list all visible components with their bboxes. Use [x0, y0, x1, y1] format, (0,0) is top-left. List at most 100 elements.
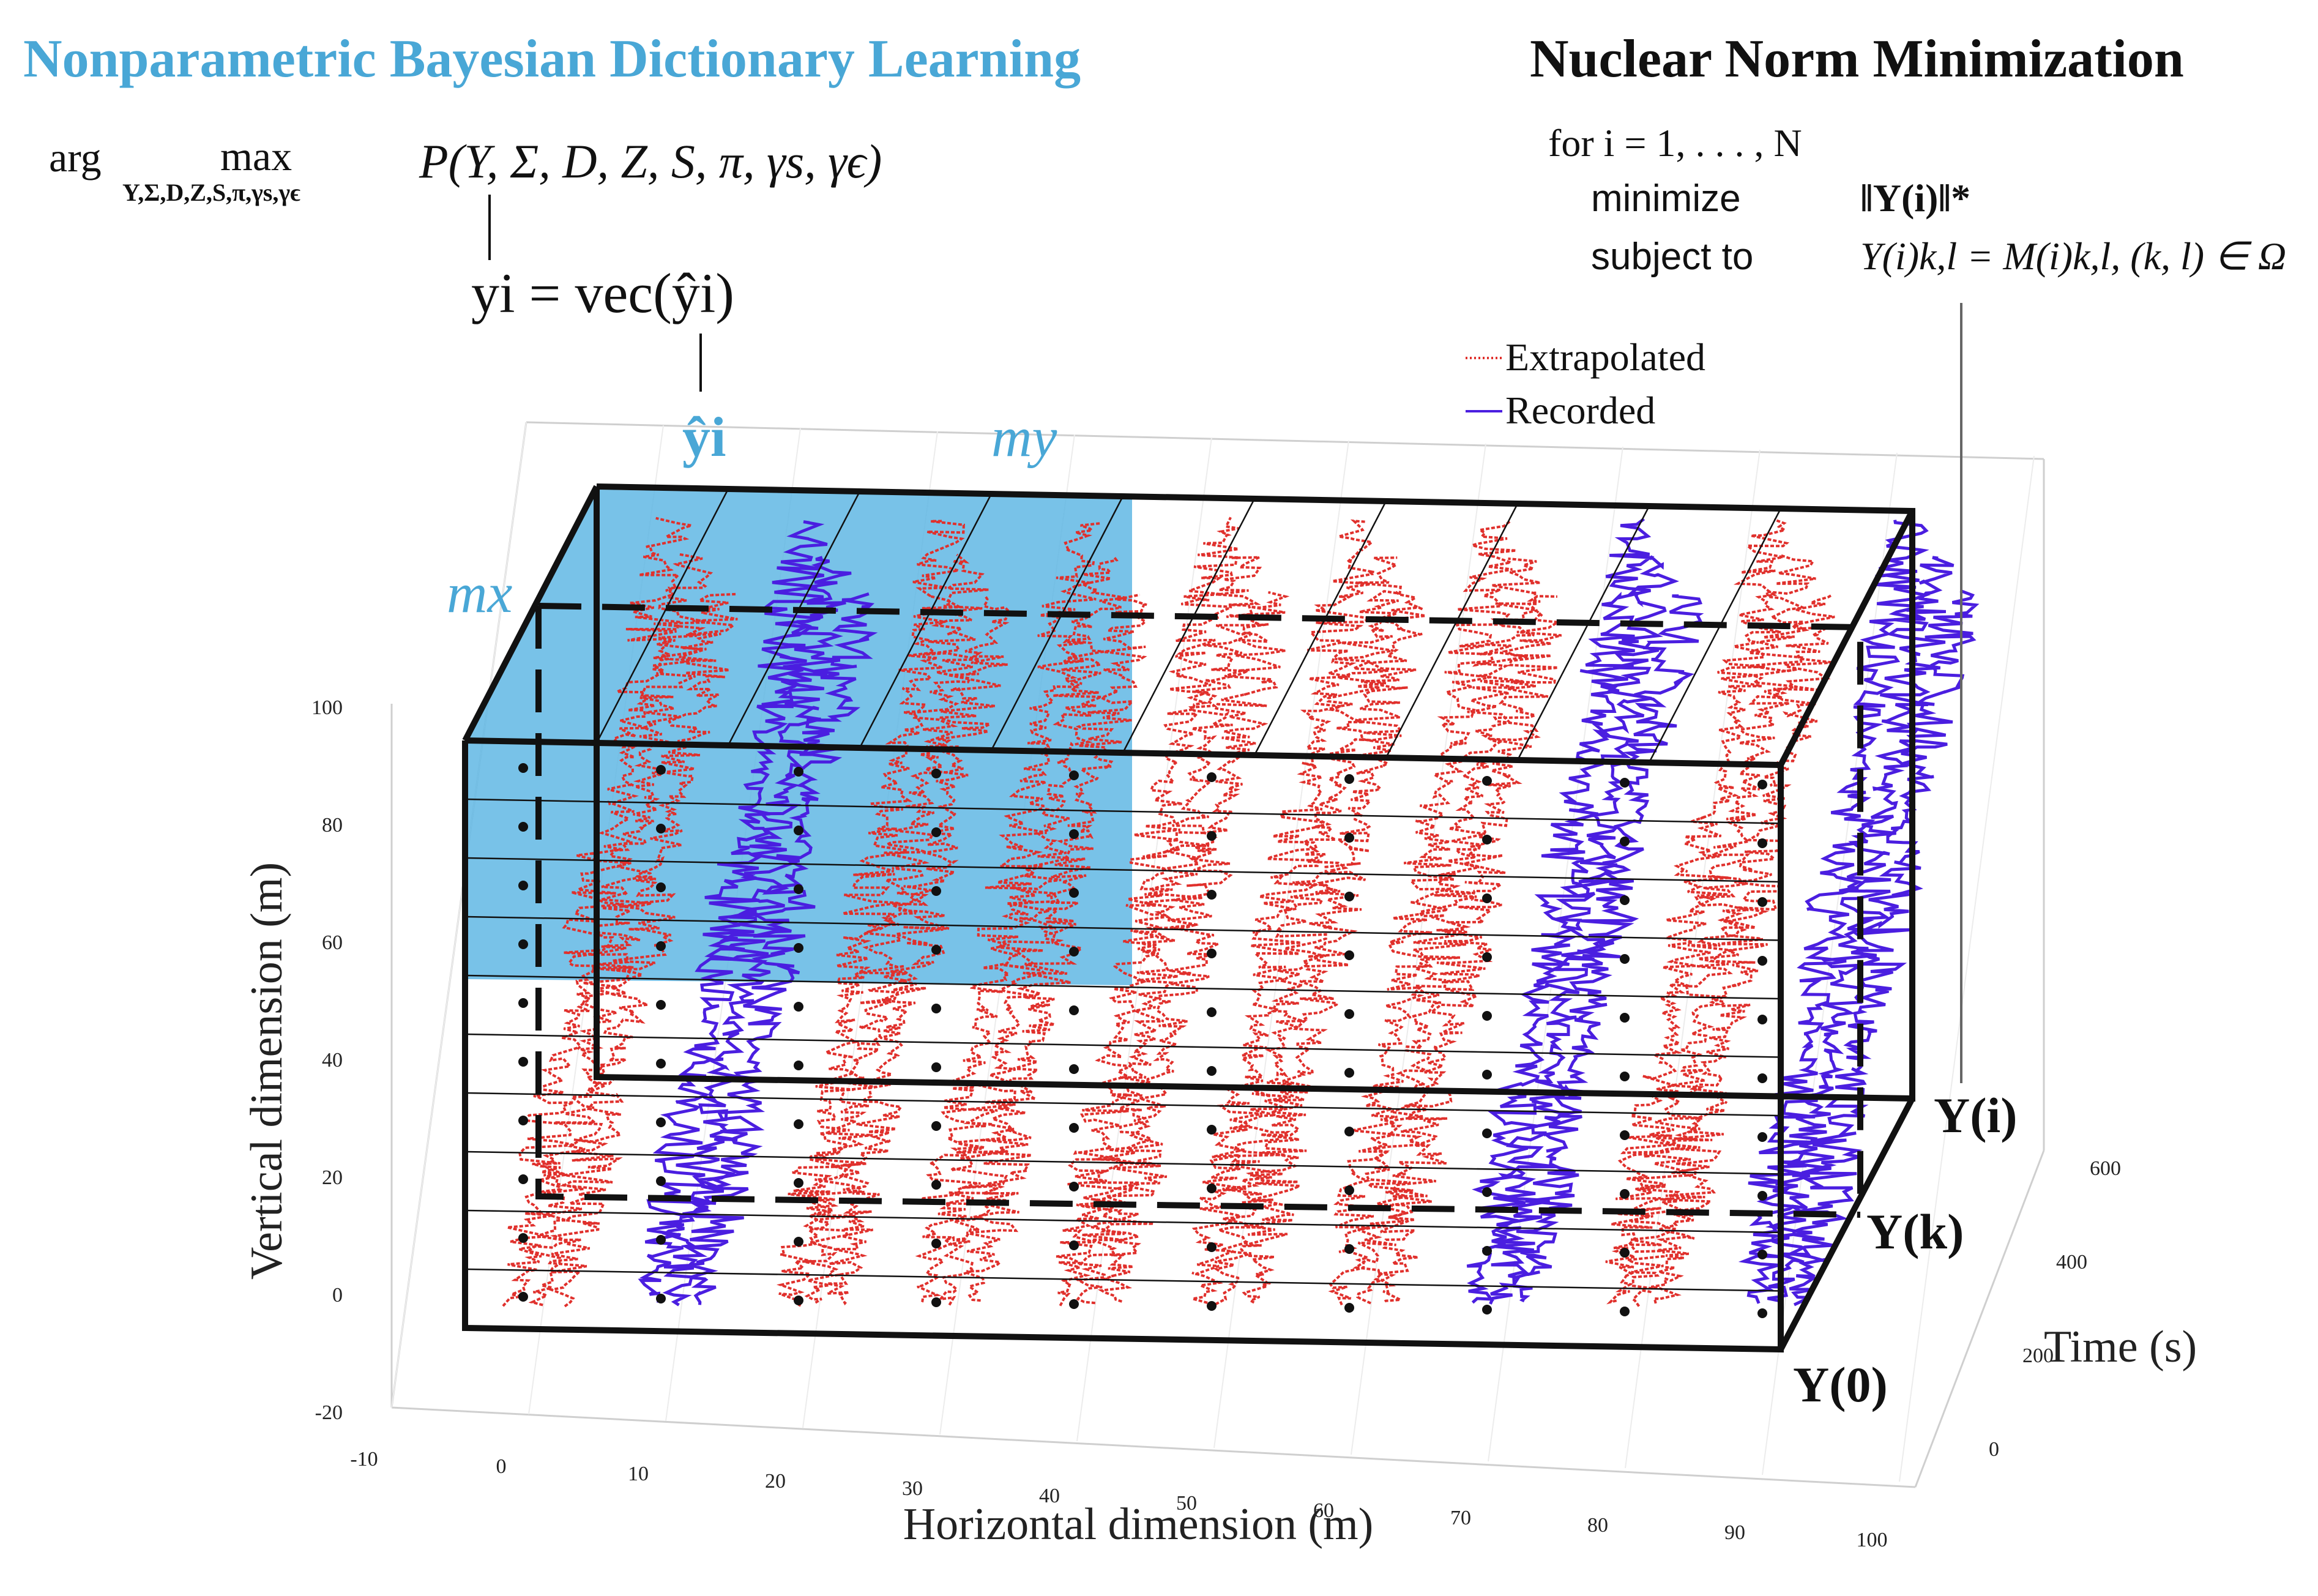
- vertical-tick-label: 80: [322, 814, 343, 837]
- axis-gridline: [1625, 449, 1761, 1469]
- horizontal-tick-label: 40: [1039, 1485, 1060, 1507]
- sample-dot: [1344, 1244, 1354, 1254]
- sample-dot: [1482, 893, 1492, 903]
- sample-dot: [1344, 1068, 1354, 1078]
- sample-dot: [1757, 1308, 1767, 1318]
- sample-dot: [1482, 1246, 1492, 1256]
- time-tick-label: 0: [1989, 1438, 1999, 1461]
- sample-dot: [931, 1297, 941, 1307]
- sample-dot: [1344, 1303, 1354, 1313]
- slice-0-frame: [462, 485, 1915, 1353]
- sample-dot: [1757, 1015, 1767, 1024]
- sample-dot: [518, 1116, 528, 1125]
- slice-grid-row: [464, 915, 1781, 941]
- sample-dot: [518, 1292, 528, 1302]
- horizontal-tick-label: 70: [1450, 1507, 1471, 1529]
- slice-grid-col: [1648, 508, 1782, 763]
- recorded-trace: [1489, 555, 1680, 1305]
- vec-equation: yi = vec(ŷi): [471, 262, 734, 324]
- sample-dot: [1482, 1128, 1492, 1138]
- extrapolated-trace: [915, 522, 1102, 1303]
- extrapolated-trace: [776, 520, 965, 1307]
- sample-dot: [931, 1121, 941, 1131]
- sample-dot: [1069, 1240, 1079, 1250]
- sample-dot: [1757, 956, 1767, 966]
- sample-dot: [1482, 952, 1492, 962]
- sample-points: [518, 763, 1767, 1318]
- sample-dot: [1757, 897, 1767, 907]
- sample-dot: [656, 765, 666, 775]
- argmax-subscript: Y,Σ,D,Z,S,π,γs,γϵ: [122, 179, 300, 206]
- recorded-trace: [1512, 594, 1704, 1303]
- probability-expression: P(Y, Σ, D, Z, S, π, γs, γϵ): [419, 135, 882, 188]
- sample-dot: [1344, 892, 1354, 901]
- sample-dot: [1207, 831, 1217, 841]
- recorded-trace: [1738, 520, 1931, 1304]
- recorded-trace: [1466, 518, 1655, 1304]
- right-title: Nuclear Norm Minimization: [1530, 29, 2184, 89]
- sample-dot: [1620, 1248, 1630, 1258]
- sample-dot: [1207, 949, 1217, 958]
- slice-grid-row: [464, 974, 1781, 1000]
- sample-dot: [1482, 835, 1492, 845]
- nnm-objective: ‖Y(i)‖*: [1860, 176, 1970, 220]
- extrapolated-trace: [502, 516, 692, 1307]
- sample-dot: [931, 1180, 941, 1190]
- slice-label-k: Y(k): [1866, 1204, 1964, 1259]
- extrapolated-trace: [1056, 516, 1239, 1307]
- nnm-subject-word: subject to: [1591, 236, 1753, 278]
- time-axis-label: Time (s): [2044, 1322, 2197, 1372]
- sample-dot: [1344, 1009, 1354, 1019]
- argmax-word: max: [220, 133, 292, 179]
- sample-dot: [1069, 1005, 1079, 1015]
- extrapolated-trace: [1213, 556, 1403, 1305]
- slice-grid-row: [464, 798, 1781, 824]
- slice-grid-col: [990, 496, 1124, 751]
- axis-gridline: [1351, 443, 1486, 1455]
- legend-extrapolated-label: Extrapolated: [1505, 335, 1705, 379]
- sample-dot: [1207, 1301, 1217, 1311]
- sample-dot: [1069, 1064, 1079, 1074]
- horizontal-axis-ticks: -10 0 10 20 30 40 50 60 70 80 90 100: [350, 1448, 1887, 1551]
- vertical-axis-ticks: 100 80 60 40 20 0 -20: [311, 696, 343, 1424]
- sample-dot: [794, 1296, 803, 1305]
- axis-gridline: [1899, 455, 2035, 1482]
- sample-dot: [656, 1235, 666, 1245]
- extrapolated-trace: [827, 595, 1010, 1306]
- sample-dot: [1069, 888, 1079, 898]
- vertical-tick-label: 20: [322, 1166, 343, 1189]
- horizontal-tick-label: 60: [1313, 1499, 1334, 1522]
- sample-dot: [656, 1176, 666, 1186]
- sample-dot: [1207, 1184, 1217, 1193]
- sample-dot: [1482, 1011, 1492, 1021]
- time-tick-label: 400: [2056, 1251, 2087, 1273]
- sample-dot: [794, 943, 803, 953]
- sample-dot: [518, 939, 528, 949]
- yhat-label: ŷi: [682, 406, 726, 468]
- sample-dot: [1069, 770, 1079, 780]
- sample-dot: [1757, 780, 1767, 789]
- horizontal-tick-label: 0: [496, 1455, 507, 1478]
- nnm-minimize-word: minimize: [1591, 177, 1741, 220]
- slice-grid-row: [464, 857, 1781, 883]
- horizontal-axis-label: Horizontal dimension (m): [903, 1499, 1374, 1549]
- sample-dot: [1207, 772, 1217, 782]
- slice-grid-row: [464, 1268, 1781, 1292]
- sample-dot: [931, 1062, 941, 1072]
- slice-label-0: Y(0): [1793, 1357, 1888, 1412]
- sample-dot: [518, 763, 528, 773]
- recorded-trace: [1785, 589, 1980, 1307]
- sample-dot: [1344, 774, 1354, 784]
- slice-grid-col: [1253, 501, 1387, 756]
- argmax-prefix: arg: [49, 134, 102, 181]
- sample-dot: [931, 886, 941, 896]
- sample-dot: [1069, 829, 1079, 839]
- time-tick-label: 200: [2022, 1344, 2054, 1367]
- sample-dot: [656, 882, 666, 892]
- slice-grid-col: [1516, 505, 1650, 761]
- extrapolated-trace: [802, 553, 989, 1304]
- slice-label-i: Y(i): [1934, 1087, 2018, 1143]
- nnm-constraint: Y(i)k,l = M(i)k,l, (k, l) ∈ Ω: [1860, 234, 2286, 278]
- sample-dot: [1757, 1073, 1767, 1083]
